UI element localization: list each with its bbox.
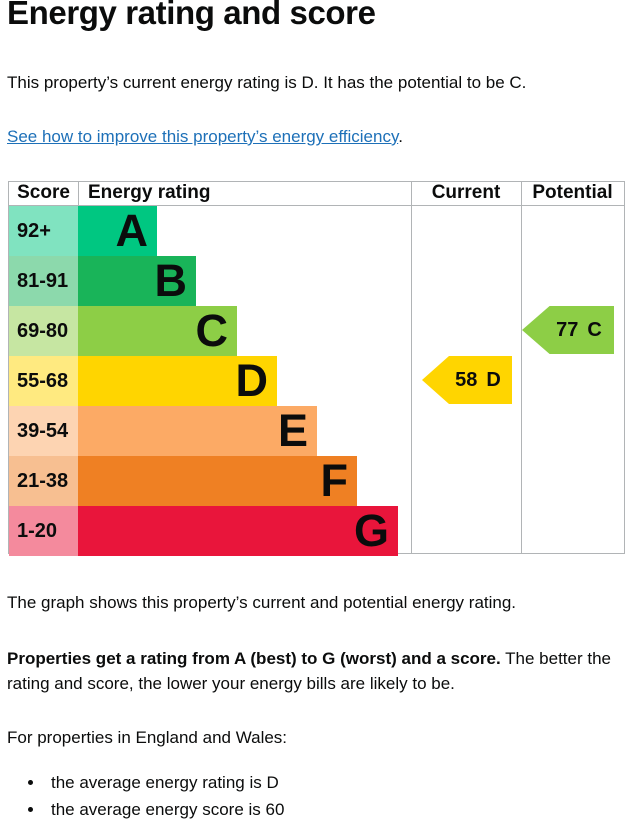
potential-score: 77: [556, 318, 579, 341]
rating-explanation-bold: Properties get a rating from A (best) to…: [7, 649, 501, 668]
graph-caption: The graph shows this property’s current …: [7, 593, 517, 612]
list-item-average-score: the average energy score is 60: [45, 796, 284, 823]
score-range-cell: 1-20: [9, 506, 78, 556]
rating-bar: D: [78, 355, 277, 406]
chart-header-current: Current: [431, 182, 501, 203]
rating-bar: E: [78, 405, 317, 456]
band-row: 39-54 E: [9, 405, 624, 456]
chart-header-score: Score: [17, 182, 70, 203]
chart-header-energy-rating: Energy rating: [88, 182, 211, 203]
score-range-cell: 81-91: [9, 256, 78, 306]
score-range-cell: 55-68: [9, 356, 78, 406]
band-row: 92+ A: [9, 205, 624, 256]
band-row: 81-91 B: [9, 255, 624, 306]
rating-bar: G: [78, 505, 398, 556]
list-item-average-rating: the average energy rating is D: [45, 769, 284, 796]
band-row: 69-80 C: [9, 305, 624, 356]
rating-bar: B: [78, 255, 196, 306]
region-intro: For properties in England and Wales:: [7, 728, 288, 747]
current-column-divider: [411, 182, 412, 553]
intro-text: This property’s current energy rating is…: [7, 73, 527, 92]
score-range-cell: 39-54: [9, 406, 78, 456]
rating-bar: F: [78, 455, 357, 506]
band-rows: 92+ A 81-91 B 69-80 C 55-68 D 39-54 E 21…: [9, 205, 624, 556]
rating-explanation-rest: The better the rating and score, the low…: [7, 649, 611, 693]
current-band: D: [486, 368, 501, 391]
rating-letter: C: [195, 305, 229, 356]
score-range-cell: 92+: [9, 206, 78, 256]
rating-letter: F: [320, 455, 349, 506]
band-row: 1-20 G: [9, 505, 624, 556]
rating-letter: B: [154, 255, 188, 306]
rating-letter: G: [353, 505, 389, 556]
current-score: 58: [455, 368, 478, 391]
energy-rating-chart: Score Energy rating Current Potential 92…: [8, 181, 625, 556]
rating-letter: A: [115, 205, 149, 256]
chart-header-row: Score Energy rating Current Potential: [9, 182, 624, 206]
band-row: 55-68 D: [9, 355, 624, 406]
potential-column-divider: [521, 182, 522, 553]
rating-explanation: Properties get a rating from A (best) to…: [7, 646, 625, 696]
score-range-cell: 21-38: [9, 456, 78, 506]
chart-header-potential: Potential: [532, 182, 613, 203]
rating-letter: E: [277, 405, 308, 456]
improve-link-paragraph: See how to improve this property’s energ…: [7, 126, 403, 148]
stats-list: the average energy rating is D the avera…: [7, 769, 284, 823]
rating-letter: D: [235, 355, 269, 406]
rating-bar: C: [78, 305, 237, 356]
link-period: .: [398, 127, 403, 146]
page-title: Energy rating and score: [7, 0, 376, 31]
score-column-divider: [78, 182, 79, 205]
improve-efficiency-link[interactable]: See how to improve this property’s energ…: [7, 127, 399, 146]
score-range-cell: 69-80: [9, 306, 78, 356]
band-row: 21-38 F: [9, 455, 624, 506]
potential-band: C: [587, 318, 602, 341]
rating-bar: A: [78, 205, 157, 256]
